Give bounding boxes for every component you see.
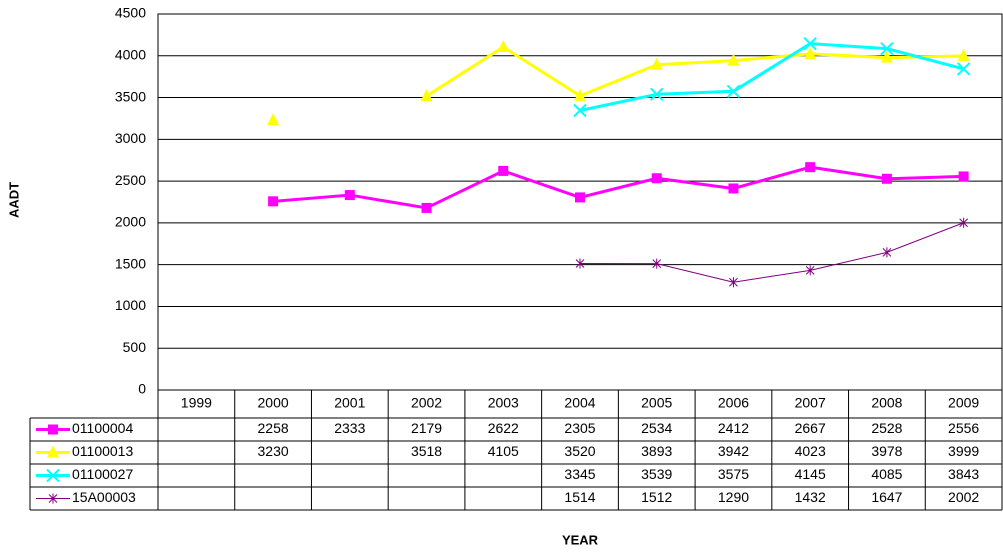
table-value: 4105	[488, 443, 519, 459]
table-value: 4145	[795, 466, 826, 482]
marker	[956, 62, 971, 76]
marker	[497, 40, 510, 53]
series-line	[579, 42, 965, 112]
table-value: 3893	[641, 443, 672, 459]
table-value: 2412	[718, 420, 749, 436]
table-value: 2305	[564, 420, 595, 436]
marker	[651, 173, 662, 184]
table-value: 1514	[564, 489, 595, 505]
marker	[804, 46, 817, 59]
marker	[805, 162, 816, 173]
table-value: 3520	[564, 443, 595, 459]
table-value: 3230	[258, 443, 289, 459]
marker	[652, 258, 662, 269]
x-tick-label: 2003	[488, 395, 519, 411]
marker	[650, 87, 664, 102]
marker	[650, 57, 663, 70]
marker	[574, 88, 586, 101]
table-value: 2528	[871, 420, 902, 436]
marker	[728, 183, 739, 194]
legend-label: 01100004	[72, 420, 133, 436]
legend-label: 01100013	[72, 443, 133, 459]
x-tick-label: 2008	[871, 395, 902, 411]
table-value: 3575	[718, 466, 749, 482]
x-tick-label: 2005	[641, 395, 672, 411]
marker	[421, 202, 432, 213]
marker	[880, 41, 894, 56]
marker	[958, 171, 969, 182]
y-axis-title: AADT	[6, 182, 21, 218]
table-value: 2002	[948, 489, 979, 505]
x-axis-title: YEAR	[562, 532, 599, 547]
x-tick-label: 2006	[718, 395, 749, 411]
x-tick-label: 2000	[258, 395, 289, 411]
marker	[47, 445, 59, 458]
y-tick-label: 0	[138, 381, 146, 397]
marker	[882, 247, 892, 258]
marker	[729, 277, 738, 288]
marker	[727, 53, 740, 66]
table-value: 2556	[948, 420, 979, 436]
legend-label: 15A00003	[72, 489, 136, 505]
table-value: 2258	[258, 420, 289, 436]
legend-label: 01100027	[72, 466, 133, 482]
x-tick-label: 1999	[181, 395, 212, 411]
plot-border	[157, 13, 1003, 391]
series-line	[425, 45, 964, 98]
y-tick-label: 2500	[115, 172, 146, 188]
marker	[575, 258, 585, 269]
x-tick-label: 2009	[948, 395, 979, 411]
table-value: 4023	[795, 443, 826, 459]
marker	[573, 103, 587, 118]
table-value: 1290	[718, 489, 749, 505]
table-value: 3999	[948, 443, 979, 459]
y-tick-label: 1500	[115, 255, 146, 271]
table-value: 2534	[641, 420, 672, 436]
marker	[46, 468, 60, 483]
marker	[498, 165, 509, 176]
marker	[420, 89, 433, 102]
table-value: 3978	[871, 443, 902, 459]
table-value: 1647	[871, 489, 902, 505]
y-tick-label: 3000	[115, 130, 146, 146]
marker	[344, 190, 355, 201]
series-line	[272, 165, 964, 210]
x-tick-label: 2001	[334, 395, 365, 411]
marker	[48, 424, 58, 435]
marker	[267, 113, 280, 126]
table-value: 3345	[564, 466, 595, 482]
table-value: 1432	[795, 489, 826, 505]
x-tick-label: 2004	[564, 395, 595, 411]
table-value: 3518	[411, 443, 442, 459]
marker	[575, 192, 585, 203]
marker	[803, 36, 817, 51]
series-line	[579, 222, 964, 283]
y-tick-label: 1000	[115, 297, 146, 313]
marker	[805, 265, 815, 276]
table-value: 3539	[641, 466, 672, 482]
x-tick-label: 2002	[411, 395, 442, 411]
marker	[959, 217, 968, 228]
y-tick-label: 2000	[115, 214, 146, 230]
table-value: 3843	[948, 466, 979, 482]
marker	[726, 84, 741, 98]
y-tick-label: 4500	[115, 5, 146, 21]
marker	[880, 50, 893, 63]
y-tick-label: 3500	[115, 88, 146, 104]
table-value: 2622	[488, 420, 519, 436]
table-value: 2333	[334, 420, 365, 436]
table-value: 3942	[718, 443, 749, 459]
y-tick-label: 500	[123, 339, 147, 355]
marker	[881, 173, 892, 184]
marker	[48, 493, 58, 504]
table-value: 4085	[871, 466, 902, 482]
table-value: 2179	[411, 420, 442, 436]
marker	[957, 48, 970, 61]
marker	[268, 196, 279, 207]
x-tick-label: 2007	[795, 395, 826, 411]
table-value: 1512	[641, 489, 672, 505]
table-value: 2667	[795, 420, 826, 436]
y-tick-label: 4000	[115, 46, 146, 62]
